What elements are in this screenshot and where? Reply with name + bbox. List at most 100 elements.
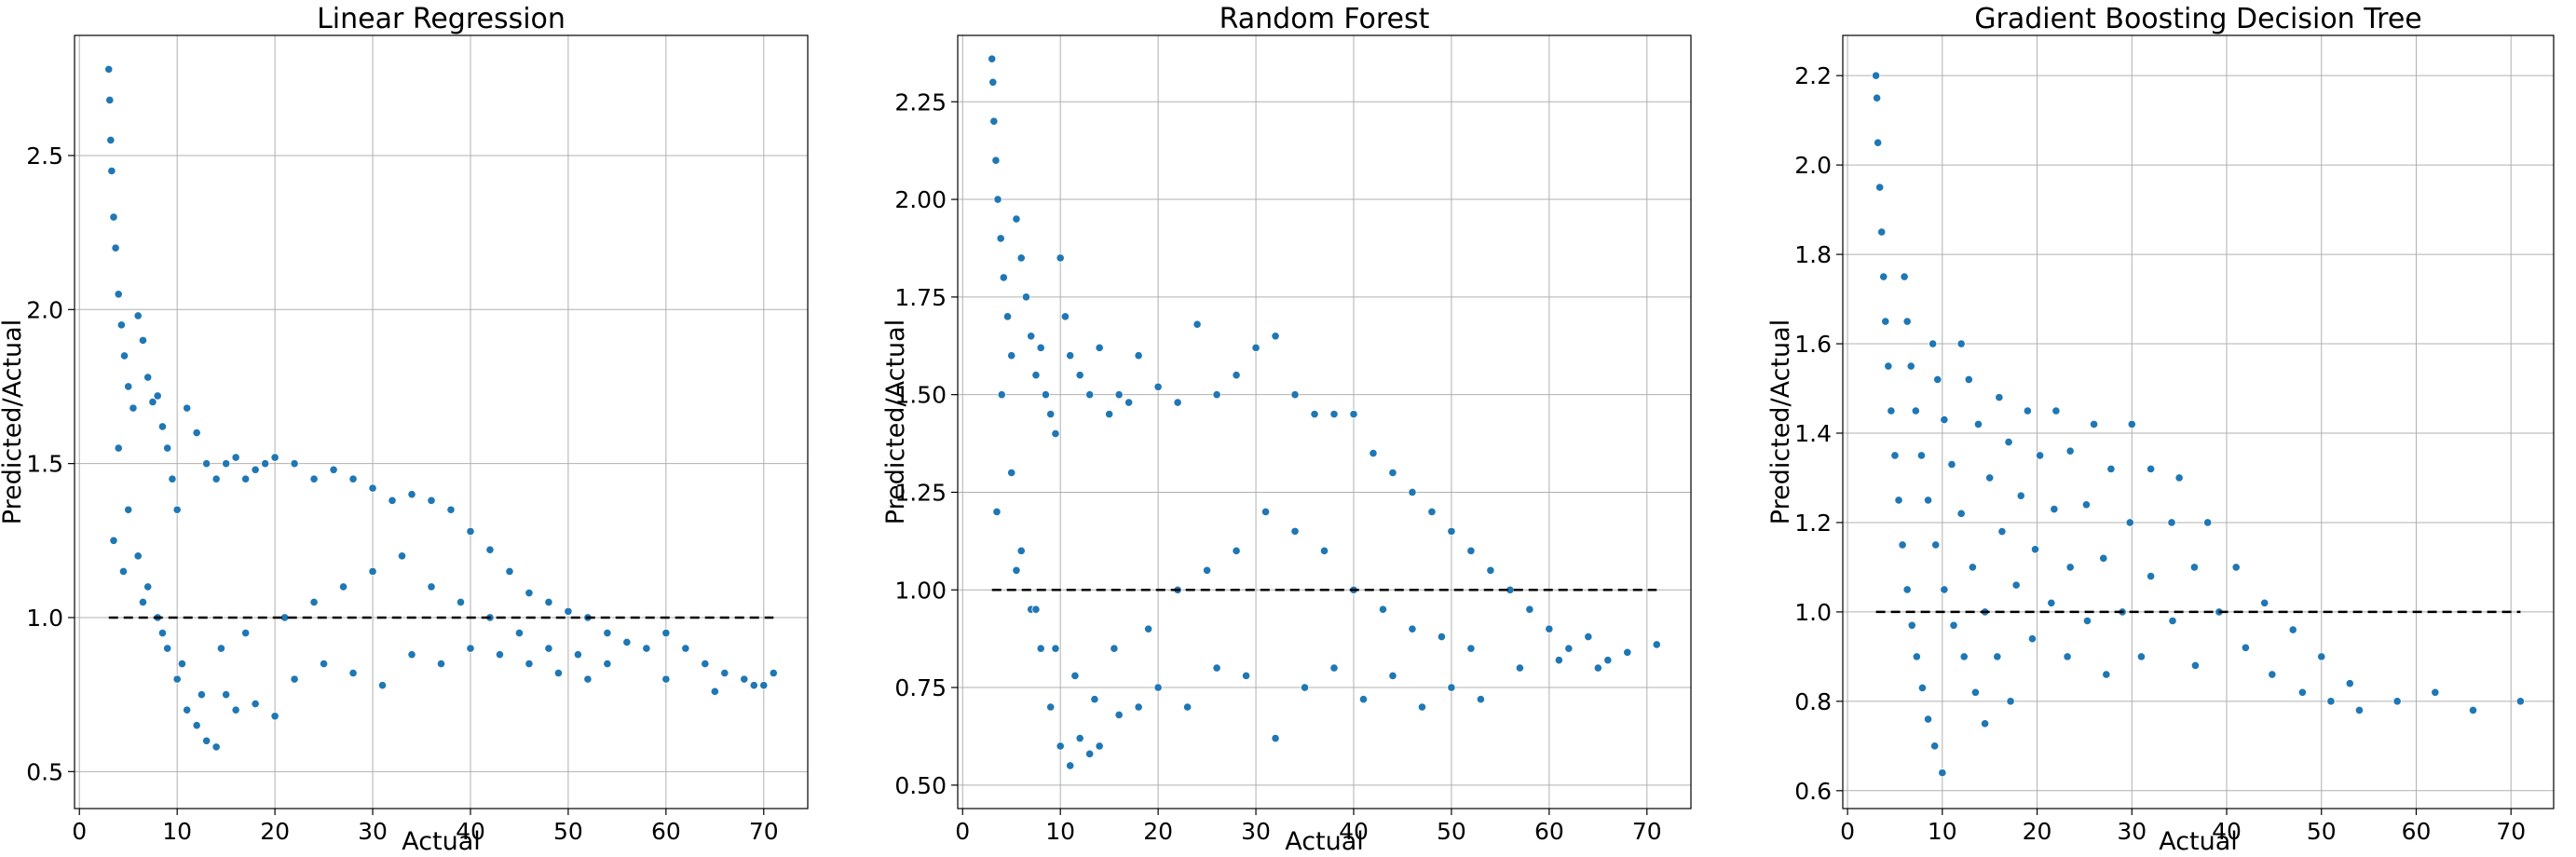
data-point (197, 690, 207, 700)
data-point (2081, 500, 2092, 510)
data-point (564, 606, 573, 616)
data-point (290, 674, 299, 684)
data-point (1212, 663, 1221, 673)
data-point (2317, 652, 2326, 661)
data-point (427, 496, 436, 505)
data-point (2231, 563, 2241, 572)
data-point (1388, 671, 1397, 681)
data-point (1349, 410, 1358, 419)
data-point (603, 659, 612, 669)
data-point (1408, 487, 1417, 497)
data-point (407, 650, 416, 660)
data-point (1515, 663, 1524, 673)
data-point (1995, 393, 2004, 402)
data-point (1949, 620, 1958, 630)
data-point (1046, 702, 1056, 712)
data-point (1002, 312, 1013, 321)
data-point (2345, 679, 2354, 688)
data-point (1593, 663, 1602, 673)
data-point (1907, 620, 1916, 630)
data-point (2147, 464, 2156, 473)
data-point (2099, 553, 2108, 563)
y-tick-label: 1.8 (1794, 241, 1832, 268)
x-tick-label: 70 (1632, 818, 1662, 845)
data-point (1916, 451, 1927, 460)
data-point (1879, 272, 1888, 281)
data-point (1329, 410, 1339, 419)
data-point (1875, 183, 1885, 192)
data-point (1193, 320, 1202, 329)
data-point (1877, 227, 1887, 237)
y-tick-label: 1.00 (894, 577, 947, 604)
data-point (114, 443, 123, 453)
data-point (642, 644, 651, 653)
data-point (1124, 398, 1134, 407)
data-point (2167, 518, 2176, 527)
data-point (573, 650, 583, 660)
data-point (114, 290, 123, 299)
data-point (290, 459, 299, 469)
data-point (1056, 741, 1065, 751)
data-point (1923, 714, 1933, 724)
data-point (1437, 632, 1447, 642)
data-point (1051, 428, 1060, 439)
data-point (1476, 695, 1485, 704)
data-point (157, 422, 168, 431)
data-point (2168, 616, 2177, 626)
data-point (1085, 749, 1095, 758)
data-point (1378, 605, 1388, 614)
data-point (1447, 526, 1456, 536)
data-point (1564, 644, 1574, 653)
y-tick-label: 1.0 (26, 605, 63, 632)
y-tick-label: 1.25 (894, 479, 947, 506)
y-tick-label: 1.75 (894, 284, 947, 311)
data-point (211, 474, 221, 483)
data-point (2241, 643, 2250, 652)
data-point (119, 351, 129, 360)
data-point (143, 373, 153, 382)
y-tick-label: 0.6 (1794, 778, 1832, 805)
data-point (2268, 670, 2277, 679)
data-point (2468, 705, 2478, 715)
data-point (1031, 605, 1041, 614)
data-point (1881, 317, 1890, 326)
data-point (231, 705, 240, 714)
data-point (1956, 339, 1966, 348)
y-axis-label: Predicted/Actual (1766, 320, 1795, 524)
data-point (1060, 312, 1070, 321)
data-point (2136, 652, 2147, 661)
data-point (2326, 697, 2336, 706)
y-tick-label: 0.8 (1794, 688, 1832, 715)
data-point (1902, 585, 1912, 594)
y-axis-label: Predicted/Actual (881, 320, 910, 524)
data-point (1894, 496, 1903, 505)
data-point (1134, 351, 1143, 360)
data-point (1981, 719, 1990, 728)
data-point (111, 243, 120, 252)
data-point (1623, 647, 1632, 657)
data-point (348, 668, 358, 678)
data-point (1075, 371, 1084, 380)
data-point (759, 681, 769, 690)
data-point (109, 536, 118, 545)
data-point (1898, 540, 1907, 550)
data-point (1075, 733, 1084, 743)
plot-frame (957, 34, 1692, 809)
x-tick-label: 60 (2402, 818, 2432, 845)
data-point (1016, 546, 1026, 555)
data-point (2297, 687, 2308, 697)
data-point (749, 681, 758, 690)
data-point (1603, 656, 1613, 665)
data-point (377, 681, 388, 690)
data-point (1290, 390, 1300, 400)
x-axis-label: Actual (2159, 827, 2238, 856)
data-point (1271, 332, 1280, 341)
data-point (1970, 687, 1981, 697)
y-tick-label: 1.6 (1794, 331, 1832, 358)
data-point (505, 566, 514, 576)
data-point (1872, 71, 1881, 80)
data-point (1940, 415, 1949, 425)
data-point (1021, 292, 1031, 302)
data-point (2063, 652, 2072, 661)
data-point (1929, 339, 1938, 348)
